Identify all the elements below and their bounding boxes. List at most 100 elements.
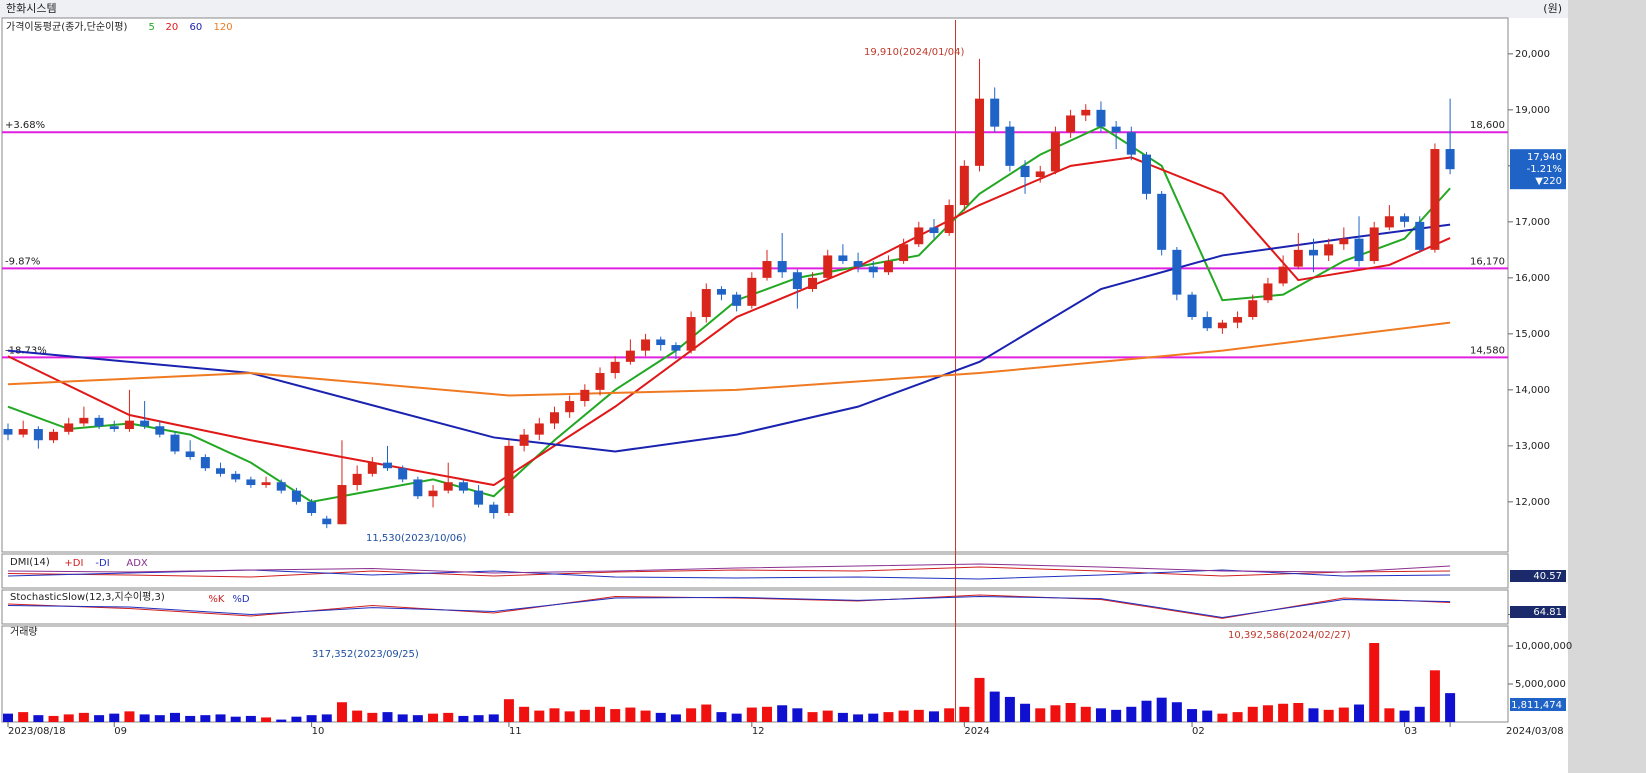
candle-body (1005, 126, 1015, 166)
y-tick-label: 12,000 (1515, 497, 1550, 508)
volume-bar (306, 715, 317, 722)
candle-body (474, 490, 484, 505)
volume-bar (1293, 702, 1304, 722)
hline-left: -9.87% (5, 256, 40, 267)
candle-body (1126, 132, 1136, 155)
candle-body (580, 389, 590, 402)
volume-bar (807, 712, 818, 722)
candle-body (716, 289, 726, 295)
candle-body (808, 277, 818, 290)
volume-bar (519, 706, 530, 722)
volume-bar (1080, 706, 1091, 722)
candle-body (18, 429, 28, 435)
ma-legend: 120 (214, 22, 233, 33)
dmi-label: DMI(14) (10, 557, 50, 568)
candle-body (868, 266, 878, 273)
candle-body (352, 473, 362, 486)
volume-bar (169, 712, 180, 722)
candle-body (1248, 300, 1258, 318)
current-change: -1.21% (1527, 164, 1562, 175)
candle-body (610, 361, 620, 374)
volume-bar (33, 715, 44, 722)
volume-bar (276, 719, 287, 722)
candle-body (777, 261, 787, 273)
volume-bar (716, 712, 727, 722)
y-tick-label: 17,000 (1515, 217, 1550, 228)
stoch-legend: %K (208, 594, 225, 605)
candle-body (413, 479, 423, 497)
volume-bar (1050, 705, 1061, 722)
volume-bar (1414, 706, 1425, 722)
candle-body (1430, 149, 1440, 250)
volume-bar (48, 715, 59, 722)
candle-body (291, 490, 301, 502)
volume-bar (230, 716, 241, 722)
candle-body (656, 339, 666, 346)
volume-bar (762, 706, 772, 722)
volume-bar (261, 717, 272, 722)
volume-bar (488, 714, 499, 722)
volume-bar (1187, 709, 1198, 722)
candle-body (1020, 165, 1030, 178)
candle-body (155, 426, 165, 435)
candle-body (1172, 249, 1182, 295)
y-tick-label: 20,000 (1515, 49, 1550, 60)
ma-line (7, 223, 1451, 453)
candle-body (1384, 216, 1394, 228)
volume-bar (1262, 705, 1273, 722)
candle-body (443, 482, 453, 491)
candle-body (1354, 238, 1364, 262)
candle-body (883, 261, 893, 273)
high-annotation: 19,910(2024/01/04) (864, 47, 965, 58)
dmi-value: 40.57 (1533, 571, 1562, 582)
candle-body (732, 294, 742, 306)
hline-right: 18,600 (1470, 120, 1505, 131)
volume-bar (291, 716, 302, 722)
candle-body (458, 482, 468, 491)
candle-body (929, 227, 939, 234)
candle-body (944, 205, 954, 234)
volume-bar (564, 711, 575, 722)
candle-body (64, 423, 74, 432)
candle-body (504, 445, 514, 514)
volume-bar (1232, 712, 1243, 722)
stoch-value: 64.81 (1533, 607, 1562, 618)
hline-left: +3.68% (5, 120, 45, 131)
price-frame (1, 17, 1509, 553)
candle-body (1339, 238, 1349, 245)
volume-bar (1095, 708, 1106, 722)
volume-max-note: 10,392,586(2024/02/27) (1228, 630, 1351, 641)
volume-bar (777, 705, 788, 722)
current-diff: ▼220 (1535, 176, 1562, 187)
volume-bar (382, 712, 393, 722)
volume-bar (883, 712, 894, 722)
volume-bar (1111, 709, 1122, 722)
candle-body (975, 98, 985, 166)
candle-body (79, 417, 89, 424)
volume-bar (367, 712, 378, 722)
volume-bar (686, 708, 697, 722)
candle-body (1157, 193, 1167, 250)
candle-body (1111, 126, 1121, 133)
volume-bar (1369, 643, 1380, 722)
candle-body (1066, 115, 1076, 133)
volume-value-box (1510, 698, 1566, 711)
candle-body (1035, 171, 1045, 178)
x-tick-label: 12 (752, 726, 765, 737)
volume-bar (1004, 696, 1015, 722)
candle-body (1187, 294, 1197, 318)
x-tick-label: 02 (1192, 726, 1205, 737)
volume-bar (701, 704, 712, 722)
volume-bar (352, 710, 363, 722)
x-tick-label: 11 (509, 726, 522, 737)
volume-bar (974, 677, 985, 722)
volume-bar (1445, 693, 1456, 722)
y-tick-label: 15,000 (1515, 329, 1550, 340)
candle-body (1050, 132, 1060, 172)
volume-label: 거래량 (10, 626, 38, 638)
candle-body (747, 277, 757, 306)
volume-bar (185, 715, 196, 722)
candle-body (3, 429, 13, 435)
candle-body (1202, 317, 1212, 329)
volume-bar (1278, 703, 1289, 722)
